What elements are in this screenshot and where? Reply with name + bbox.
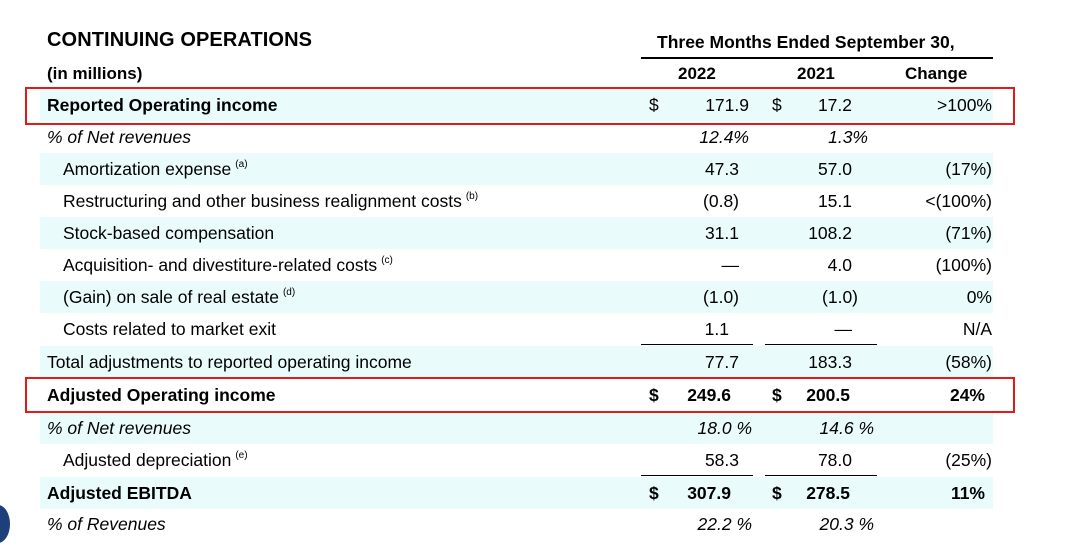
value-2022: 18.0 %	[697, 418, 752, 438]
value-2022: 1.1	[704, 319, 729, 339]
row-label-text: Adjusted depreciation	[63, 450, 232, 470]
period-underline	[641, 57, 993, 59]
period-header: Three Months Ended September 30,	[657, 32, 955, 52]
value-change: (58%)	[945, 352, 992, 372]
value-2022: (0.8)	[703, 191, 739, 211]
row-label: Reported Operating income	[47, 95, 278, 115]
value-2021: 278.5	[806, 483, 850, 503]
row-label: % of Revenues	[47, 514, 166, 534]
row-label: Costs related to market exit	[63, 319, 276, 339]
value-2021: 14.6 %	[819, 418, 874, 438]
value-2022: 12.4%	[699, 127, 749, 147]
dollar-sign: $	[649, 95, 659, 115]
row-label: Amortization expense (a)	[63, 153, 248, 185]
value-2021: 1.3%	[828, 127, 868, 147]
row-label-text: Acquisition- and divestiture-related cos…	[63, 255, 378, 275]
value-2022: 31.1	[704, 223, 739, 243]
row-label-text: Restructuring and other business realign…	[63, 191, 462, 211]
footnote-ref: (b)	[465, 191, 479, 202]
row-label: Total adjustments to reported operating …	[47, 352, 412, 372]
row-label: % of Net revenues	[47, 127, 191, 147]
dollar-sign: $	[772, 385, 782, 405]
value-2021: —	[834, 319, 853, 339]
value-change: (25%)	[945, 450, 992, 470]
table-row-net-revenue-pct-adjusted: % of Net revenues 18.0 % 14.6 %	[40, 412, 993, 444]
value-change: >100%	[937, 95, 992, 115]
table-row-reported-operating-income: Reported Operating income $ 171.9 $ 17.2…	[40, 89, 993, 121]
table-row-adjusted-depreciation: Adjusted depreciation (e) 58.3 78.0 (25%)	[40, 444, 993, 476]
value-2021: 108.2	[808, 223, 852, 243]
row-label: Restructuring and other business realign…	[63, 185, 478, 217]
column-header-2022: 2022	[678, 64, 716, 83]
ebitda-rule-2022	[641, 475, 753, 476]
row-label-text: (Gain) on sale of real estate	[63, 287, 279, 307]
value-2021: 78.0	[817, 450, 852, 470]
value-2021: 4.0	[827, 255, 852, 275]
value-2022: 47.3	[704, 159, 739, 179]
footnote-ref: (c)	[381, 255, 393, 266]
value-change: (17%)	[945, 159, 992, 179]
table-row-revenues-pct: % of Revenues 22.2 % 20.3 %	[40, 508, 993, 540]
table-row-stock-compensation: Stock-based compensation 31.1 108.2 (71%…	[40, 217, 993, 249]
footnote-ref: (a)	[235, 159, 248, 170]
value-change: (71%)	[945, 223, 992, 243]
footnote-ref: (d)	[282, 287, 296, 298]
row-label: % of Net revenues	[47, 418, 191, 438]
row-label: (Gain) on sale of real estate (d)	[63, 281, 295, 313]
value-change: 0%	[966, 287, 992, 307]
dollar-sign: $	[772, 95, 782, 115]
value-2022: 171.9	[705, 95, 749, 115]
row-label: Adjusted EBITDA	[47, 483, 192, 503]
page-marker-circle	[0, 505, 10, 543]
value-2022: 58.3	[704, 450, 739, 470]
value-2022: —	[721, 255, 740, 275]
value-2022: 307.9	[687, 483, 731, 503]
value-2021: 20.3 %	[819, 514, 874, 534]
value-2021: 183.3	[808, 352, 852, 372]
row-label: Adjusted depreciation (e)	[63, 444, 248, 476]
table-row-adjusted-ebitda: Adjusted EBITDA $ 307.9 $ 278.5 11%	[40, 477, 993, 509]
value-2021: 57.0	[817, 159, 852, 179]
highlight-box-reported-operating-income	[25, 87, 1015, 125]
column-header-change: Change	[905, 64, 968, 83]
value-change: 11%	[950, 483, 985, 503]
value-2021: 15.1	[817, 191, 852, 211]
table-row-adjusted-operating-income: Adjusted Operating income $ 249.6 $ 200.…	[40, 379, 993, 411]
dollar-sign: $	[649, 483, 659, 503]
highlight-box-adjusted-operating-income	[25, 377, 1015, 413]
table-row-net-revenue-pct: % of Net revenues 12.4% 1.3%	[40, 121, 993, 153]
value-2021: (1.0)	[822, 287, 858, 307]
value-change: (100%)	[935, 255, 992, 275]
value-2022: 22.2 %	[697, 514, 752, 534]
table-row-gain-real-estate: (Gain) on sale of real estate (d) (1.0) (…	[40, 281, 993, 313]
row-label: Acquisition- and divestiture-related cos…	[63, 249, 393, 281]
subtotal-rule-2021	[765, 344, 877, 345]
footnote-ref: (e)	[235, 450, 248, 461]
value-change: N/A	[962, 319, 992, 339]
table-title: CONTINUING OPERATIONS	[47, 29, 313, 51]
value-2021: 200.5	[806, 385, 850, 405]
ebitda-rule-2021	[765, 475, 877, 476]
subtotal-rule-2022	[641, 344, 753, 345]
dollar-sign: $	[649, 385, 659, 405]
table-row-market-exit: Costs related to market exit 1.1 — N/A	[40, 313, 993, 345]
table-row-acquisition-costs: Acquisition- and divestiture-related cos…	[40, 249, 993, 281]
table-row-restructuring: Restructuring and other business realign…	[40, 185, 993, 217]
row-label-text: Amortization expense	[63, 159, 232, 179]
value-2021: 17.2	[817, 95, 852, 115]
value-change: 24%	[949, 385, 985, 405]
row-label: Adjusted Operating income	[47, 385, 276, 405]
value-2022: 249.6	[687, 385, 731, 405]
value-change: <(100%)	[925, 191, 992, 211]
column-header-2021: 2021	[797, 64, 835, 83]
table-row-total-adjustments: Total adjustments to reported operating …	[40, 346, 993, 378]
table-row-amortization: Amortization expense (a) 47.3 57.0 (17%)	[40, 153, 993, 185]
value-2022: (1.0)	[703, 287, 739, 307]
units-label: (in millions)	[47, 64, 143, 83]
row-label: Stock-based compensation	[63, 223, 275, 243]
dollar-sign: $	[772, 483, 782, 503]
value-2022: 77.7	[704, 352, 739, 372]
